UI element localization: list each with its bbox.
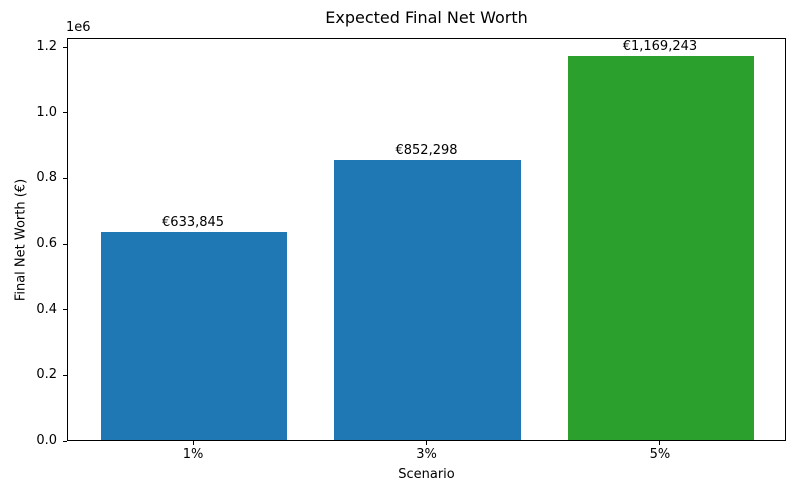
y-tick-label: 1.2 xyxy=(36,39,57,55)
y-tick-label: 0.0 xyxy=(36,433,57,448)
x-tick-mark xyxy=(426,441,427,445)
x-tick-label: 3% xyxy=(416,447,437,462)
y-tick-mark xyxy=(63,46,67,48)
plot-area xyxy=(67,38,786,441)
bar-3% xyxy=(334,160,521,440)
y-tick-label: 1.0 xyxy=(36,104,57,120)
y-axis-offset-text: 1e6 xyxy=(66,20,91,35)
y-tick-mark xyxy=(63,112,67,114)
y-tick-label: 0.6 xyxy=(36,236,57,252)
bar-value-label: €1,169,243 xyxy=(622,39,698,55)
y-tick-label: 0.2 xyxy=(36,367,57,383)
x-axis-label: Scenario xyxy=(398,467,455,482)
bar-value-label: €633,845 xyxy=(162,214,225,230)
chart-title: Expected Final Net Worth xyxy=(325,8,528,27)
x-tick-label: 5% xyxy=(649,447,671,462)
y-tick-mark xyxy=(63,374,67,376)
y-tick-mark xyxy=(63,243,67,245)
y-tick-mark xyxy=(63,309,67,311)
bar-1% xyxy=(100,231,288,440)
x-tick-mark xyxy=(192,441,194,445)
bar-5% xyxy=(567,56,755,440)
y-tick-mark xyxy=(63,177,67,179)
bar-value-label: €852,298 xyxy=(395,143,458,159)
x-tick-label: 1% xyxy=(182,447,204,462)
y-tick-label: 0.8 xyxy=(36,170,57,186)
y-tick-mark xyxy=(63,440,67,442)
x-tick-mark xyxy=(659,441,661,445)
y-tick-label: 0.4 xyxy=(36,301,57,317)
